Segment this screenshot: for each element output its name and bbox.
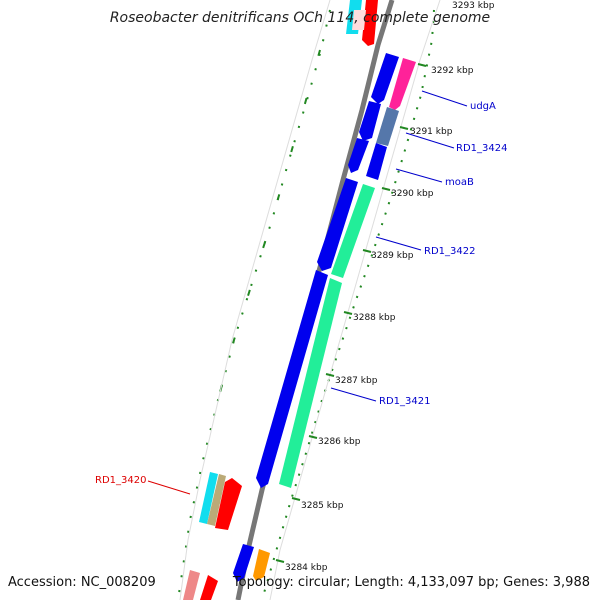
gene-cyan-left [199, 472, 218, 524]
tick-label-3290: 3290 kbp [391, 189, 434, 199]
tick-label-3289: 3289 kbp [371, 251, 414, 261]
gene-orange-bottom [253, 549, 270, 581]
tick-label-3293: 3293 kbp [452, 1, 495, 11]
gc-content-dashes [217, 49, 321, 401]
gene-green-rd1-3422 [331, 184, 375, 278]
backbone-outer-rail [269, 0, 441, 600]
gene-blue-1 [371, 53, 399, 104]
tick-label-3286: 3286 kbp [318, 437, 361, 447]
gene-label-rd1-3421[interactable]: RD1_3421 [379, 396, 430, 407]
gene-red-top [362, 0, 378, 46]
tick-label-3287: 3287 kbp [335, 376, 378, 386]
topology-summary: Topology: circular; Length: 4,133,097 bp… [232, 575, 590, 590]
tick-label-3285: 3285 kbp [301, 501, 344, 511]
tick-label-3288: 3288 kbp [353, 313, 396, 323]
gene-red-bottom [200, 575, 218, 600]
backbone-inner-rail [179, 0, 331, 600]
gene-salmon-bottom [183, 570, 200, 600]
gene-blue-3 [348, 138, 369, 173]
tick-label-3291: 3291 kbp [410, 127, 453, 137]
gene-blue-moaB [366, 143, 387, 180]
gene-label-lines [147, 90, 468, 495]
map-title: Roseobacter denitrificans OCh 114, compl… [109, 10, 491, 26]
gc-skew-track-outer [261, 9, 435, 600]
gene-label-rd1-3420[interactable]: RD1_3420 [95, 475, 146, 486]
gene-tan-left [207, 474, 226, 526]
gene-steel-rd1-3424 [376, 107, 399, 146]
tick-label-3292: 3292 kbp [431, 66, 474, 76]
tick-label-3284: 3284 kbp [285, 563, 328, 573]
gene-red-rd1-3420 [215, 478, 242, 530]
gene-label-rd1-3424[interactable]: RD1_3424 [456, 143, 507, 154]
gene-label-udgA[interactable]: udgA [470, 101, 496, 112]
tick-marks [275, 63, 427, 563]
accession-label: Accession: NC_008209 [8, 575, 156, 590]
gene-blue-bottom [233, 544, 254, 582]
gc-content-track-inner [177, 9, 331, 600]
gene-label-moaB[interactable]: moaB [445, 177, 474, 188]
gene-blue-rd1-3421 [317, 178, 358, 271]
gene-pink-udgA [389, 58, 416, 110]
gene-blue-2 [359, 101, 381, 141]
gene-white-top [352, 10, 366, 30]
gene-label-rd1-3422[interactable]: RD1_3422 [424, 246, 475, 257]
gene-blue-long [256, 270, 328, 488]
gene-green-long [279, 278, 342, 488]
